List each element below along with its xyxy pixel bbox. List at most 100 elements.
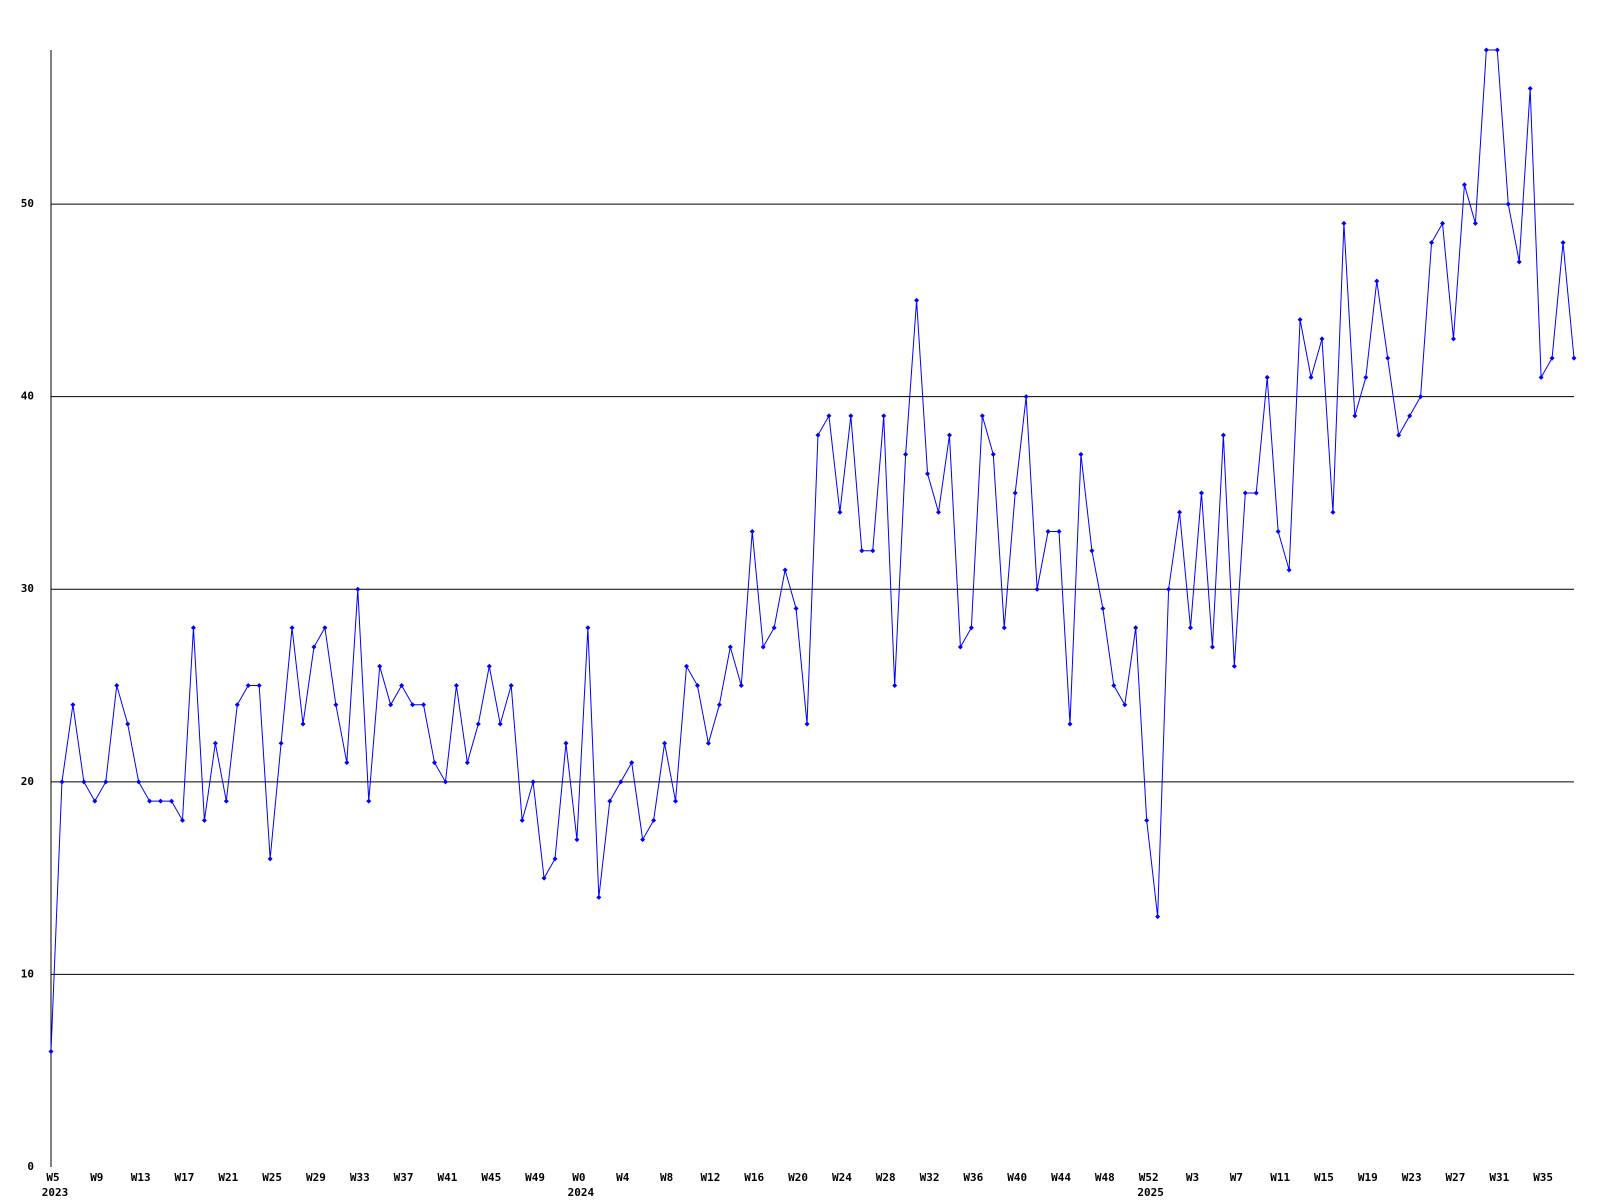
data-point [245, 683, 251, 689]
data-point [607, 798, 613, 804]
data-point [596, 894, 602, 900]
data-point [738, 683, 744, 689]
data-point [1407, 413, 1413, 419]
x-tick-label: W11 [1270, 1171, 1290, 1184]
data-point [1385, 355, 1391, 361]
x-tick-label: W12 [700, 1171, 720, 1184]
data-point [1450, 336, 1456, 342]
data-point [1538, 374, 1544, 380]
data-point [497, 721, 503, 727]
data-line [50, 49, 1575, 1052]
data-point [464, 760, 470, 766]
data-point [673, 798, 679, 804]
data-point [651, 817, 657, 823]
data-point [1352, 413, 1358, 419]
data-point [223, 798, 229, 804]
data-point [300, 721, 306, 727]
data-point [552, 856, 558, 862]
data-point [201, 817, 207, 823]
data-point [1067, 721, 1073, 727]
data-point [716, 702, 722, 708]
x-tick-label: W21 [218, 1171, 238, 1184]
data-point [541, 875, 547, 881]
data-point [1505, 201, 1511, 207]
data-point [1494, 47, 1500, 53]
x-tick-label: W0 [572, 1171, 585, 1184]
data-point [1089, 548, 1095, 554]
data-point [311, 644, 317, 650]
y-tick-label: 50 [21, 197, 34, 210]
data-point [453, 683, 459, 689]
data-point [1472, 220, 1478, 226]
data-point [70, 702, 76, 708]
data-point [990, 451, 996, 457]
data-point [322, 625, 328, 631]
x-tick-label: W25 [262, 1171, 282, 1184]
x-year-label: 2023 [42, 1186, 69, 1199]
data-point [749, 528, 755, 534]
data-point [1078, 451, 1084, 457]
data-point [519, 817, 525, 823]
x-tick-label: W8 [660, 1171, 673, 1184]
data-point [563, 740, 569, 746]
y-tick-label: 40 [21, 390, 34, 403]
data-point [1045, 528, 1051, 534]
x-year-label: 2024 [568, 1186, 595, 1199]
data-point [837, 509, 843, 515]
data-point [234, 702, 240, 708]
data-point [1001, 625, 1007, 631]
data-point [892, 683, 898, 689]
data-point [957, 644, 963, 650]
x-year-label: 2025 [1137, 1186, 1164, 1199]
x-tick-label: W45 [481, 1171, 501, 1184]
data-point [1209, 644, 1215, 650]
x-tick-label: W48 [1095, 1171, 1115, 1184]
data-point [946, 432, 952, 438]
data-point [475, 721, 481, 727]
data-point [1549, 355, 1555, 361]
data-point [1242, 490, 1248, 496]
data-point [936, 509, 942, 515]
data-point [1198, 490, 1204, 496]
x-tick-label: W23 [1402, 1171, 1422, 1184]
data-point [81, 779, 87, 785]
x-tick-label: W40 [1007, 1171, 1027, 1184]
data-point [640, 837, 646, 843]
data-point [1012, 490, 1018, 496]
data-point [1308, 374, 1314, 380]
y-tick-label: 20 [21, 775, 34, 788]
data-point [1122, 702, 1128, 708]
data-point [158, 798, 164, 804]
data-point [92, 798, 98, 804]
data-point [826, 413, 832, 419]
data-point [421, 702, 427, 708]
data-point [1111, 683, 1117, 689]
x-tick-label: W41 [438, 1171, 458, 1184]
data-point [1056, 528, 1062, 534]
x-tick-label: W19 [1358, 1171, 1378, 1184]
data-point [1374, 278, 1380, 284]
data-point [804, 721, 810, 727]
data-point [179, 817, 185, 823]
data-point [1253, 490, 1259, 496]
x-tick-label: W52 [1139, 1171, 1159, 1184]
x-tick-label: W13 [131, 1171, 151, 1184]
data-point [903, 451, 909, 457]
data-point [431, 760, 437, 766]
data-point [486, 663, 492, 669]
data-point [1319, 336, 1325, 342]
data-point [388, 702, 394, 708]
data-point [1560, 240, 1566, 246]
data-point [1275, 528, 1281, 534]
data-point [968, 625, 974, 631]
data-point [377, 663, 383, 669]
data-point [399, 683, 405, 689]
x-tick-label: W35 [1533, 1171, 1553, 1184]
x-tick-label: W9 [90, 1171, 103, 1184]
x-tick-label: W3 [1186, 1171, 1199, 1184]
data-point [1155, 914, 1161, 920]
data-point [1527, 86, 1533, 92]
data-point [333, 702, 339, 708]
data-point [508, 683, 514, 689]
data-point [344, 760, 350, 766]
